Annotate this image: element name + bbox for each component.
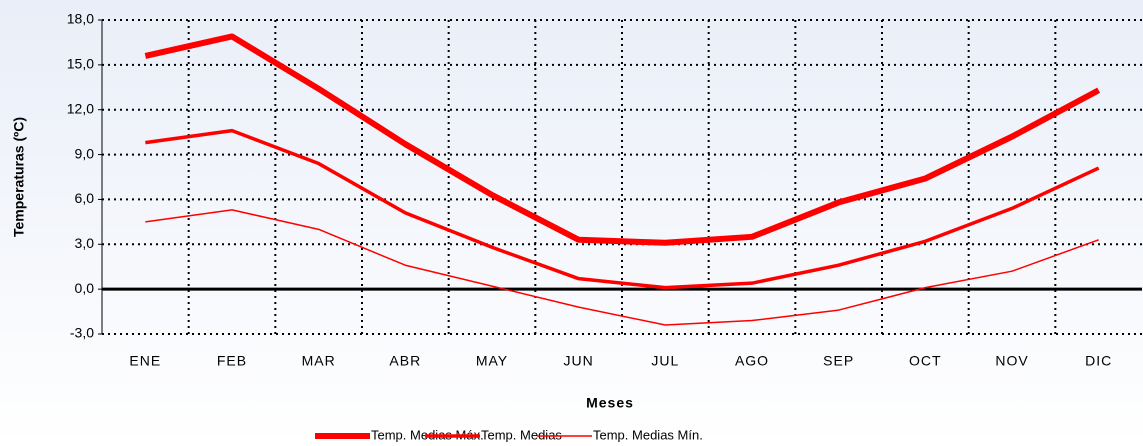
x-tick-label: DIC <box>1085 353 1112 369</box>
series-line <box>145 128 1100 290</box>
y-tick-label: 6,0 <box>75 190 95 206</box>
y-axis-title: Temperaturas (ºC) <box>11 117 27 237</box>
legend-label: Temp. Medias Mín. <box>593 427 703 442</box>
x-axis-title: Meses <box>586 395 634 411</box>
legend-label: Temp. Medias <box>481 427 562 442</box>
y-tick-label: 12,0 <box>67 100 94 116</box>
x-tick-label: NOV <box>995 353 1028 369</box>
x-tick-label: AGO <box>735 353 769 369</box>
series-line <box>145 209 1099 326</box>
x-tick-label: FEB <box>217 353 247 369</box>
y-tick-label: 3,0 <box>75 235 95 251</box>
x-tick-label: JUN <box>564 353 594 369</box>
y-tick-label: 0,0 <box>75 280 95 296</box>
x-tick-label: ABR <box>389 353 421 369</box>
x-tick-label: JUL <box>651 353 679 369</box>
y-tick-label: 18,0 <box>67 11 94 27</box>
series-line <box>144 33 1101 246</box>
x-tick-label: MAR <box>302 353 336 369</box>
y-tick-label: 9,0 <box>75 145 95 161</box>
x-tick-label: SEP <box>823 353 854 369</box>
y-tick-label: -3,0 <box>70 325 94 341</box>
x-tick-label: OCT <box>909 353 942 369</box>
x-tick-label: ENE <box>129 353 161 369</box>
x-tick-label: MAY <box>476 353 508 369</box>
y-tick-label: 15,0 <box>67 56 94 72</box>
